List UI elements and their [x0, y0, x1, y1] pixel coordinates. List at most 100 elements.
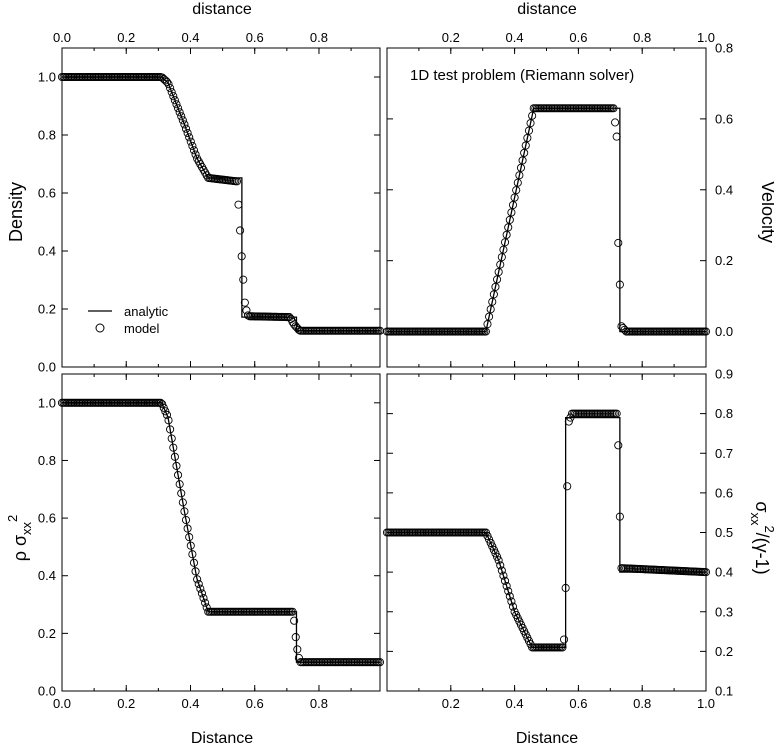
y-tick-label: 0.9: [715, 367, 733, 382]
x-tick-label: 0.4: [506, 30, 524, 45]
series-model-point: [558, 643, 567, 652]
bottom-axis-title-left: Distance: [191, 730, 253, 746]
series-model-point: [491, 282, 500, 291]
series-model-point: [512, 186, 521, 195]
series-model-point: [185, 533, 194, 542]
series-model-point: [186, 541, 195, 550]
y-tick-label: 0.1: [715, 684, 733, 699]
series-model-point: [236, 226, 245, 235]
series-model-point: [294, 325, 303, 334]
x-tick-label: 0.0: [53, 30, 71, 45]
series-model-point: [701, 568, 711, 577]
ylabel-density: Density: [6, 182, 26, 242]
series-model-point: [181, 515, 191, 525]
y-tick-label: 0.6: [715, 485, 733, 500]
y-tick-label: 0.2: [715, 253, 733, 268]
series-model-point: [518, 156, 527, 165]
series-model-point: [243, 311, 253, 320]
series-model-point: [505, 592, 514, 601]
series-model-point: [170, 452, 179, 461]
chart-panel-bottom-left: 0.0 0.2 0.4 0.6 0.8 0.0 0.2 0.4 0.6 0.8 1.0: [38, 373, 385, 711]
series-model-point: [528, 111, 537, 120]
series-model-point: [612, 132, 621, 141]
series-model-point: [611, 118, 620, 127]
series-model-point: [494, 556, 503, 565]
x-tick-label: 0.6: [569, 30, 587, 45]
plot-frame: [61, 47, 381, 368]
y-tick-label: 0.4: [715, 182, 733, 197]
series-analytic-line: [62, 76, 380, 332]
series-model-point: [526, 119, 535, 128]
series-model-point: [493, 275, 502, 284]
top-axis-title-right: distance: [517, 1, 577, 18]
series-model-point: [185, 133, 194, 142]
series-model-point: [486, 305, 495, 314]
series-model-point: [502, 230, 511, 239]
x-tick-label: 0.6: [246, 30, 264, 45]
series-model-point: [701, 327, 711, 336]
series-model-point: [234, 200, 243, 209]
series-model-point: [186, 137, 195, 146]
series-model-point: [193, 575, 202, 584]
y-tick-label: 0.6: [38, 186, 56, 201]
series-model-point: [180, 120, 189, 129]
series-model-point: [183, 128, 192, 138]
series-model-point: [158, 400, 167, 409]
x-tick-label: 0.6: [246, 696, 264, 711]
series-model-point: [197, 589, 206, 598]
series-model-point: [194, 579, 203, 589]
series-model-point: [239, 275, 248, 284]
x-tick-label: 0.8: [310, 30, 328, 45]
x-tick-label: 1.0: [697, 30, 715, 45]
series-model-point: [172, 100, 181, 109]
series-model-point: [188, 141, 197, 150]
series-model-point: [615, 512, 624, 521]
series-model-point: [175, 108, 184, 117]
y-tick-label: 0.2: [715, 644, 733, 659]
chart-panel-top-right: 0.2 0.4 0.6 0.8 1.00.00.20.40.60.8: [382, 30, 733, 368]
series-analytic-line: [387, 107, 706, 333]
y-tick-label: 0.3: [715, 604, 733, 619]
series-model-point: [496, 260, 505, 269]
series-model-point: [188, 550, 197, 559]
ylabel-rho-sigma: ρ σxx2: [5, 515, 34, 562]
series-model-point: [500, 238, 510, 247]
x-tick-label: 0.2: [442, 696, 460, 711]
x-tick-label: 0.8: [310, 696, 328, 711]
series-model-point: [164, 416, 173, 425]
bottom-axis-title-right: Distance: [516, 730, 578, 746]
series-model-point: [615, 280, 624, 289]
series-model-point: [175, 480, 184, 489]
y-tick-label: 0.8: [715, 41, 733, 56]
series-model-point: [609, 104, 618, 113]
series-model-point: [481, 327, 490, 336]
y-tick-label: 0.8: [38, 453, 56, 468]
y-tick-label: 0.4: [38, 568, 56, 583]
series-model-point: [614, 238, 623, 247]
y-tick-label: 0.6: [38, 511, 56, 526]
series-model-point: [499, 571, 508, 580]
legend: analytic model: [88, 304, 169, 336]
plot-frame: [386, 47, 707, 368]
series-model-point: [181, 124, 191, 133]
ylabel-sigma-gamma: σxx2/(γ-1): [748, 501, 774, 574]
series-model-point: [502, 581, 511, 591]
axes-layer: 0.0 0.2 0.4 0.6 0.80.00.20.40.60.81.00.2 0.4 0…: [38, 30, 733, 711]
series-model-point: [488, 297, 497, 306]
x-tick-label: 1.0: [697, 696, 715, 711]
series-model-point: [561, 583, 570, 593]
series-model-point: [174, 104, 183, 113]
x-tick-label: 0.2: [117, 30, 135, 45]
y-tick-label: 0.8: [38, 128, 56, 143]
series-model-point: [177, 489, 186, 498]
series-model-point: [201, 598, 210, 607]
series-model-point: [237, 252, 246, 261]
series-model-point: [510, 193, 519, 202]
series-model-point: [290, 616, 299, 625]
y-tick-label: 1.0: [38, 70, 56, 85]
series-model-point: [563, 482, 572, 491]
series-model-point: [291, 633, 300, 642]
series-model-point: [293, 645, 302, 654]
series-model-point: [516, 163, 526, 172]
series-model-point: [199, 594, 208, 603]
